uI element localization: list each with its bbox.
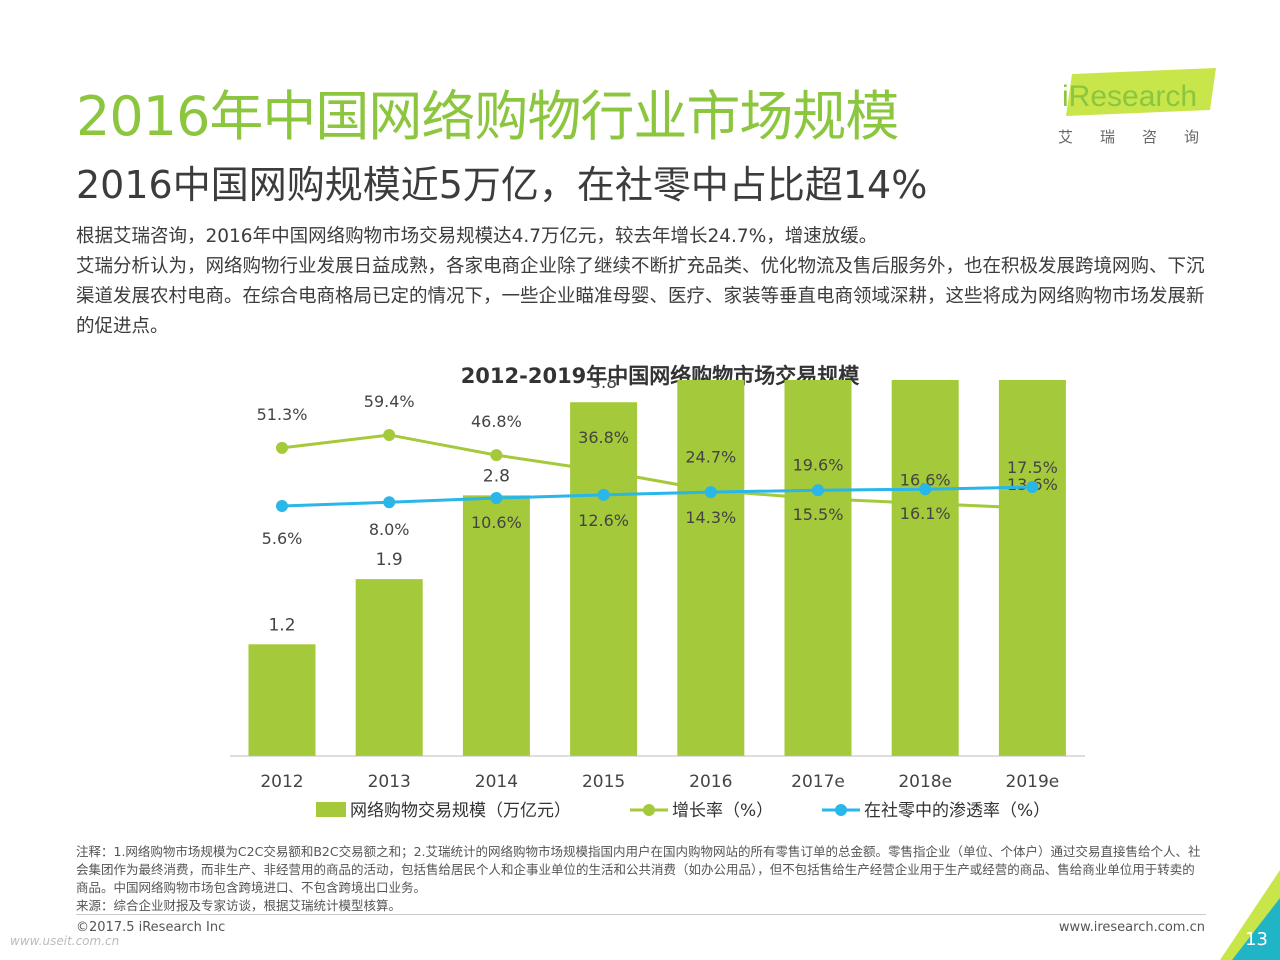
penetration-point-2013 bbox=[383, 496, 396, 509]
description-paragraph-1: 根据艾瑞咨询，2016年中国网络购物市场交易规模达4.7万亿元，较去年增长24.… bbox=[76, 226, 878, 247]
penetration-label-2016: 14.3% bbox=[685, 508, 736, 527]
growth-point-2014 bbox=[490, 449, 503, 462]
legend-label-bar: 网络购物交易规模（万亿元） bbox=[350, 801, 571, 821]
bar-label-2014: 2.8 bbox=[483, 466, 510, 486]
logo-chinese: 艾瑞咨询 bbox=[1058, 128, 1227, 146]
legend-label-growth: 增长率（%） bbox=[672, 801, 773, 821]
x-tick-2016: 2016 bbox=[689, 772, 732, 792]
legend-label-penetration: 在社零中的渗透率（%） bbox=[864, 801, 1050, 821]
growth-line bbox=[281, 433, 1033, 510]
penetration-label-2019e: 17.5% bbox=[1007, 458, 1058, 477]
bar-label-2015: 3.8 bbox=[590, 380, 617, 393]
bar-2017e bbox=[784, 380, 852, 756]
iresearch-logo: iResearch bbox=[1062, 68, 1216, 116]
legend-swatch-bar bbox=[316, 802, 346, 817]
corner-decoration bbox=[1220, 870, 1280, 960]
growth-label-2014: 46.8% bbox=[471, 412, 522, 431]
market-size-chart: 1.21.92.83.84.75.76.67.5 51.3%59.4%46.8%… bbox=[230, 380, 1085, 821]
footnote-source: 来源：综合企业财报及专家访谈，根据艾瑞统计模型核算。 bbox=[76, 898, 402, 913]
growth-label-2013: 59.4% bbox=[364, 392, 415, 411]
x-tick-2013: 2013 bbox=[368, 772, 411, 792]
growth-label-2012: 51.3% bbox=[257, 405, 308, 424]
growth-label-2017e: 19.6% bbox=[793, 456, 844, 475]
penetration-label-2012: 5.6% bbox=[262, 529, 303, 548]
penetration-line bbox=[281, 485, 1033, 508]
penetration-point-2019e bbox=[1026, 481, 1039, 493]
bar-2016 bbox=[677, 380, 745, 756]
growth-label-2018e: 16.6% bbox=[900, 470, 951, 489]
footnotes: 注释：1.网络购物市场规模为C2C交易额和B2C交易额之和；2.艾瑞统计的网络购… bbox=[76, 843, 1201, 915]
website-link[interactable]: www.iresearch.com.cn bbox=[1058, 920, 1205, 935]
bar-2013 bbox=[355, 579, 423, 756]
penetration-point-2014 bbox=[490, 492, 503, 505]
bar-2015 bbox=[570, 402, 638, 756]
penetration-label-2018e: 16.1% bbox=[900, 504, 951, 523]
logo-text: iResearch bbox=[1062, 80, 1197, 113]
penetration-label-2013: 8.0% bbox=[369, 520, 410, 539]
legend-marker-penetration bbox=[835, 804, 847, 816]
legend-marker-growth bbox=[643, 804, 655, 816]
growth-point-2015 bbox=[597, 465, 610, 478]
penetration-point-2016 bbox=[704, 486, 717, 499]
x-tick-2012: 2012 bbox=[260, 772, 303, 792]
growth-label-2016: 24.7% bbox=[685, 447, 736, 466]
bar-2014 bbox=[462, 495, 530, 756]
x-tick-2017e: 2017e bbox=[791, 772, 845, 792]
penetration-point-2017e bbox=[812, 484, 824, 497]
penetration-point-2018e bbox=[919, 483, 932, 496]
growth-point-2017e bbox=[812, 492, 824, 505]
copyright: ©2017.5 iResearch Inc bbox=[76, 920, 226, 935]
penetration-label-2015: 12.6% bbox=[578, 511, 629, 530]
growth-point-2019e bbox=[1026, 502, 1039, 515]
bar-label-2012: 1.2 bbox=[268, 615, 295, 635]
footnote-note: 注释：1.网络购物市场规模为C2C交易额和B2C交易额之和；2.艾瑞统计的网络购… bbox=[76, 844, 1201, 895]
page-number: 13 bbox=[1245, 929, 1268, 950]
x-tick-2018e: 2018e bbox=[898, 772, 952, 792]
page-subtitle: 2016中国网购规模近5万亿，在社零中占比超14% bbox=[76, 163, 928, 207]
watermark: www.useit.com.cn bbox=[10, 934, 120, 948]
bar-label-2013: 1.9 bbox=[376, 550, 403, 570]
growth-label-2015: 36.8% bbox=[578, 428, 629, 447]
footer-divider bbox=[76, 914, 1206, 915]
description: 根据艾瑞咨询，2016年中国网络购物市场交易规模达4.7万亿元，较去年增长24.… bbox=[76, 222, 1211, 342]
growth-point-2012 bbox=[276, 441, 288, 454]
penetration-point-2015 bbox=[597, 488, 610, 501]
penetration-label-2017e: 15.5% bbox=[793, 505, 844, 524]
penetration-point-2012 bbox=[276, 500, 288, 513]
description-paragraph-2: 艾瑞分析认为，网络购物行业发展日益成熟，各家电商企业除了继续不断扩充品类、优化物… bbox=[76, 256, 1205, 337]
x-tick-2015: 2015 bbox=[582, 772, 625, 792]
logo-banner bbox=[1066, 68, 1216, 116]
x-tick-2014: 2014 bbox=[475, 772, 518, 792]
x-tick-2019e: 2019e bbox=[1006, 772, 1060, 792]
bar-2012 bbox=[248, 644, 316, 756]
page-title: 2016年中国网络购物行业市场规模 bbox=[76, 85, 899, 148]
growth-point-2018e bbox=[919, 497, 932, 510]
bar-2019e bbox=[998, 380, 1066, 757]
penetration-label-2014: 10.6% bbox=[471, 513, 522, 532]
bar-2018e bbox=[891, 380, 959, 756]
growth-point-2013 bbox=[383, 428, 396, 441]
